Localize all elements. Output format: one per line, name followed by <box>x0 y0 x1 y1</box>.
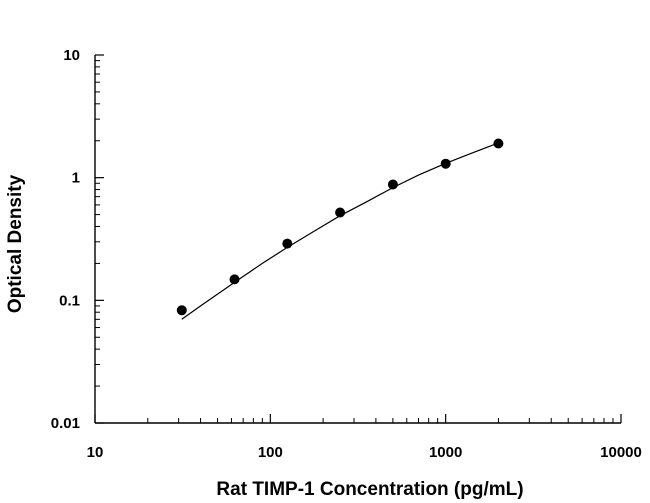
x-tick-label: 1000 <box>429 444 462 461</box>
fit-curve-line <box>181 142 499 320</box>
y-tick-label: 0.1 <box>59 292 80 309</box>
data-point <box>493 138 504 149</box>
y-tick-label: 1 <box>72 170 80 187</box>
data-point <box>387 179 398 190</box>
y-tick-label: 0.01 <box>51 415 80 432</box>
x-axis-title: Rat TIMP-1 Concentration (pg/mL) <box>216 479 523 500</box>
fit-curve-group <box>181 142 499 320</box>
data-point <box>282 238 293 249</box>
axes <box>94 54 622 424</box>
x-tick-label: 10000 <box>600 444 642 461</box>
x-tick-label: 100 <box>258 444 283 461</box>
tick-labels-group: 10 100 1000 10000 10 1 0.1 0.01 <box>51 47 642 461</box>
data-point <box>229 274 240 285</box>
data-point <box>176 305 187 316</box>
data-points-group <box>176 138 504 316</box>
y-tick-label: 10 <box>63 47 80 64</box>
data-point <box>335 207 346 218</box>
data-point <box>440 158 451 169</box>
y-axis-title: Optical Density <box>5 174 26 313</box>
x-tick-label: 10 <box>87 444 104 461</box>
